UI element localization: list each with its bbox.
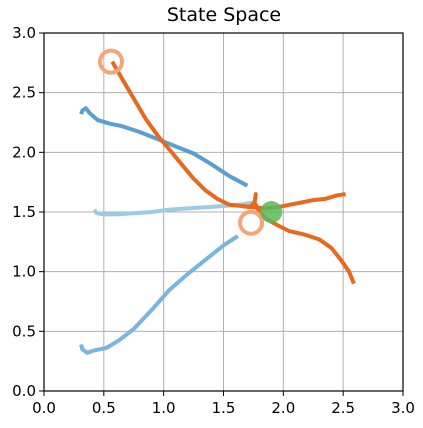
y-tick-label: 0.0 bbox=[12, 382, 36, 400]
x-tick-label: 0.0 bbox=[32, 399, 56, 417]
trajectory-line-4 bbox=[110, 60, 356, 285]
x-tick-label: 0.5 bbox=[92, 399, 116, 417]
y-tick-label: 1.0 bbox=[12, 263, 36, 281]
start-marker bbox=[98, 48, 125, 75]
start-marker bbox=[238, 209, 265, 236]
trajectory-line-1 bbox=[79, 106, 249, 188]
marker-layer bbox=[98, 48, 283, 236]
y-tick-label: 3.0 bbox=[12, 24, 36, 42]
chart-title: State Space bbox=[167, 4, 281, 26]
x-tick-label: 3.0 bbox=[391, 399, 415, 417]
y-tick-label: 2.5 bbox=[12, 84, 36, 102]
y-tick-label: 2.0 bbox=[12, 143, 36, 161]
y-tick-label: 0.5 bbox=[12, 322, 36, 340]
goal-marker bbox=[260, 201, 283, 223]
x-tick-label: 2.0 bbox=[271, 399, 295, 417]
trajectory-line-2 bbox=[92, 200, 254, 217]
x-tick-label: 1.0 bbox=[152, 399, 176, 417]
trajectory-line-3 bbox=[79, 234, 240, 355]
y-tick-label: 1.5 bbox=[12, 203, 36, 221]
tick-layer: 0.0 0.5 1.0 1.5 2.0 2.5 3.0 0.0 0.5 1.0 1.5 2.0 2.5 3… bbox=[12, 24, 415, 417]
x-tick-label: 1.5 bbox=[212, 399, 236, 417]
series-layer bbox=[79, 60, 356, 355]
trajectory-line-5 bbox=[241, 192, 346, 211]
x-tick-label: 2.5 bbox=[331, 399, 355, 417]
